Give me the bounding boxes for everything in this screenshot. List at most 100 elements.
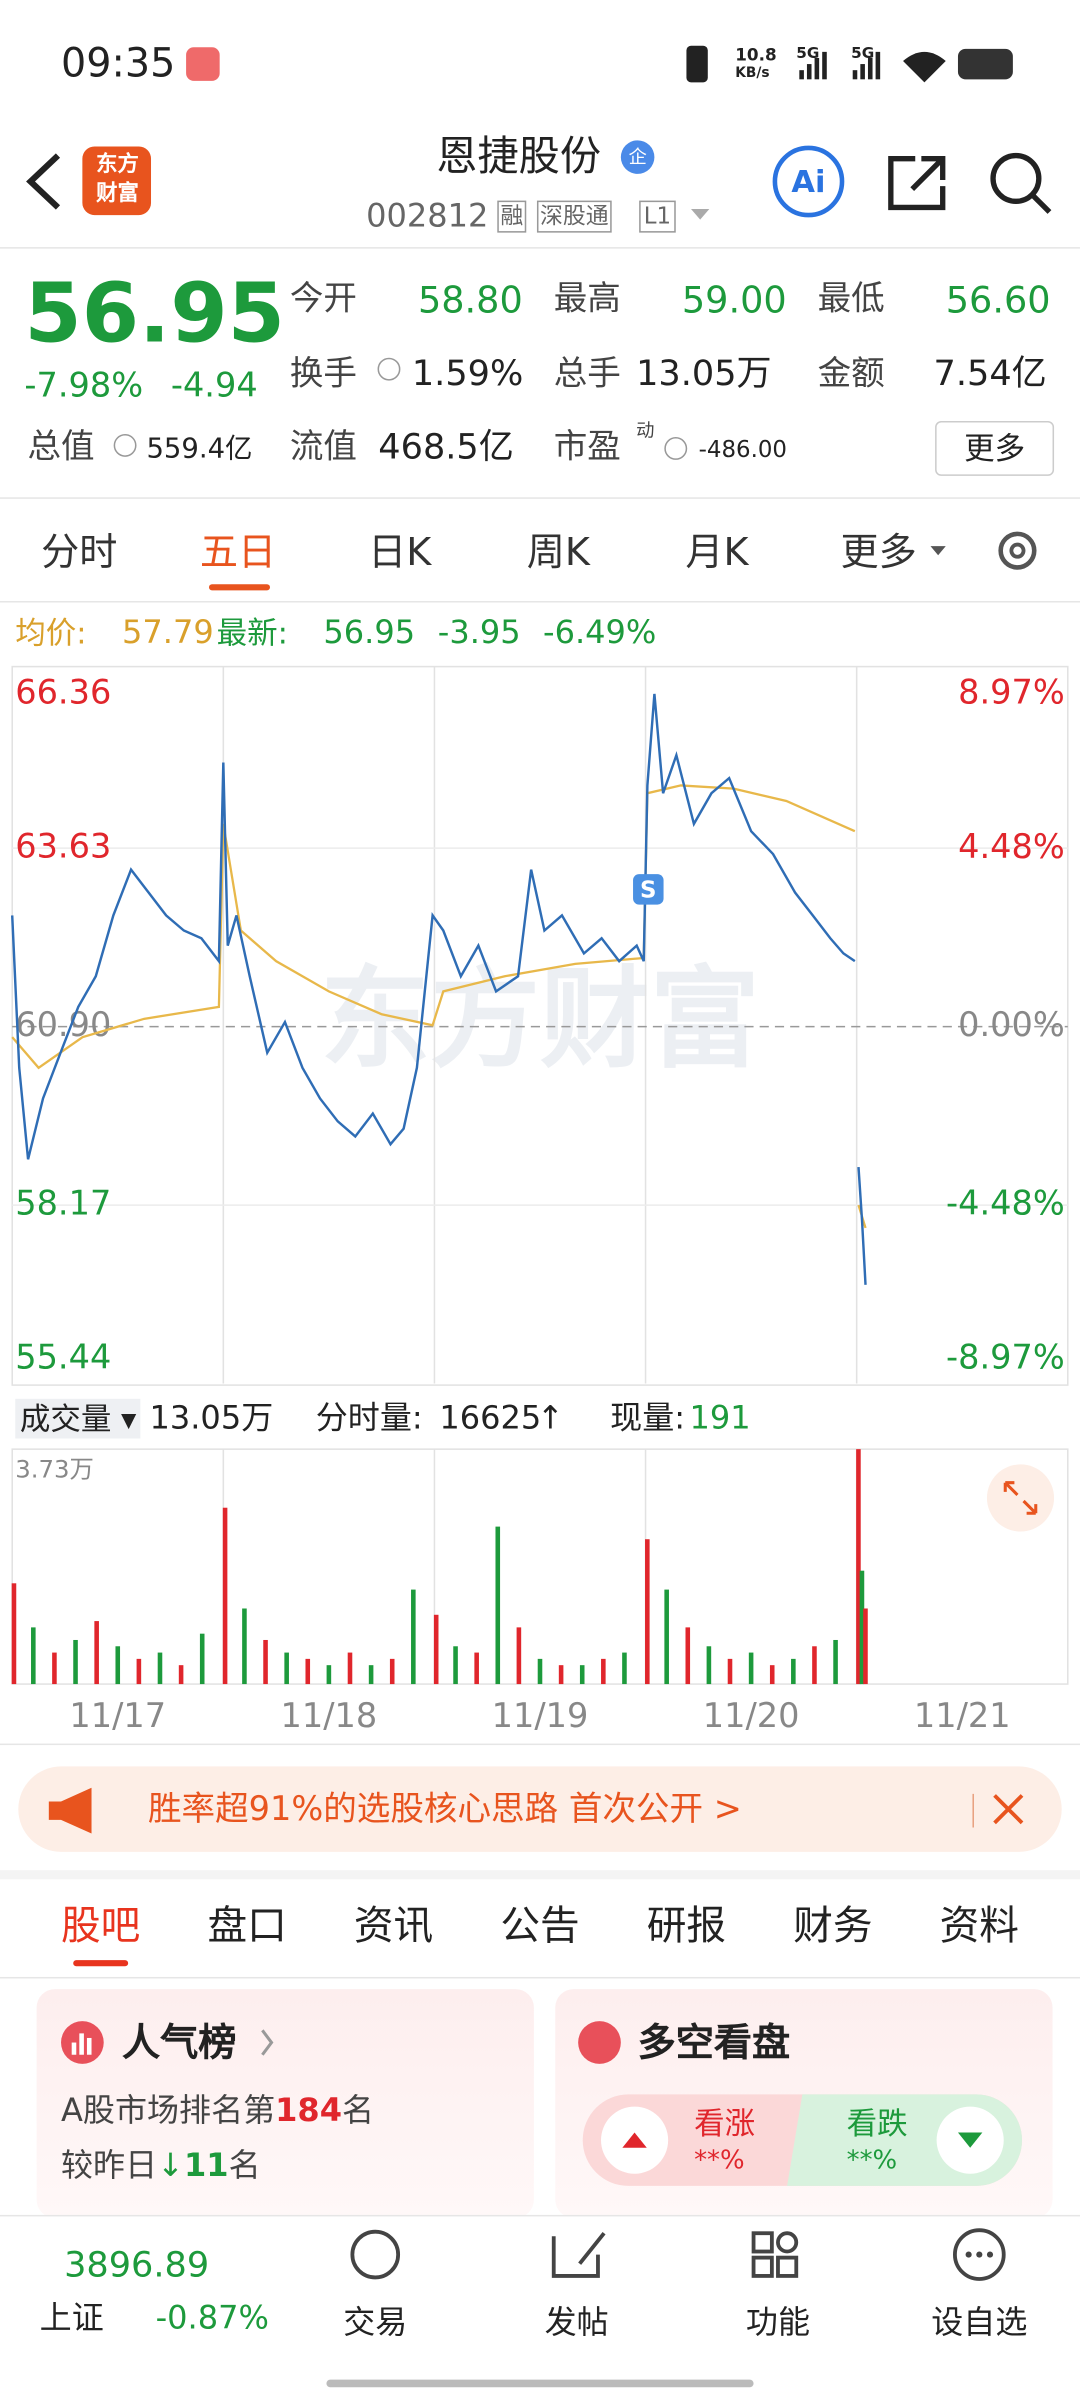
volume-bar (31, 1627, 36, 1685)
promo-banner[interactable] (18, 1766, 1062, 1852)
index-name: 上证 (39, 2299, 104, 2337)
section-tab[interactable]: 公告 (500, 1903, 580, 1950)
section-tab[interactable]: 盘口 (207, 1903, 287, 1950)
net-speed-unit: KB/s (735, 66, 770, 82)
y-tick-label: 60.90 (15, 1005, 111, 1044)
volume-bar (833, 1639, 838, 1685)
volume-bar (115, 1646, 121, 1685)
volume-bar (495, 1526, 501, 1685)
volume-selector[interactable]: 成交量 ▾ (15, 1398, 141, 1439)
section-tab[interactable]: 资讯 (353, 1903, 434, 1950)
y2-tick-label: 8.97% (958, 673, 1065, 712)
badge: 企 (628, 146, 647, 168)
divider (0, 247, 1080, 249)
rank-text: A股市场排名第184名 (61, 2092, 375, 2129)
field-label: 总值 (27, 428, 95, 467)
change: -4.94 (170, 367, 258, 406)
volume-bar (537, 1658, 543, 1685)
share-button[interactable] (888, 155, 946, 211)
volume-bar (222, 1507, 228, 1685)
volume-label: 成交量 (19, 1400, 112, 1437)
volume-bar (242, 1608, 247, 1685)
tag: 深股通 (536, 200, 612, 233)
field-label: 总手 (553, 355, 621, 394)
date-label: 11/17 (69, 1696, 166, 1735)
card-icons (61, 2021, 1023, 2186)
banner-icons (48, 1787, 1024, 1834)
section-tab[interactable]: 资料 (939, 1903, 1019, 1950)
nav-item[interactable]: 功能 (745, 2304, 810, 2341)
tab[interactable]: 日K (368, 530, 432, 575)
field-value: 559.4亿 (146, 433, 253, 466)
close-button[interactable] (993, 1794, 1024, 1825)
volume-bar (178, 1665, 184, 1685)
volume-bar (52, 1652, 57, 1685)
volume-bar (685, 1627, 691, 1685)
volume-bar (601, 1658, 606, 1685)
section-tab[interactable]: 研报 (646, 1903, 727, 1950)
search-button[interactable] (990, 152, 1042, 205)
back-button[interactable] (26, 153, 61, 210)
bear-label[interactable]: 看跌 (846, 2105, 908, 2142)
index-value[interactable]: 3896.89 (64, 2246, 210, 2286)
net-speed: 10.8 (735, 44, 777, 65)
tag: 融 (497, 200, 527, 233)
info-icons (113, 357, 688, 460)
volume-bar (94, 1621, 99, 1685)
volume-bar (516, 1627, 522, 1685)
settings-button[interactable] (998, 531, 1037, 570)
volume-bar (748, 1652, 754, 1685)
section-tab-active[interactable]: 股吧 (61, 1903, 141, 1950)
field-label: 金额 (817, 355, 885, 394)
y2-tick-label: -8.97% (946, 1338, 1065, 1377)
field-label: 市盈 (553, 428, 621, 467)
field-value: 7.54亿 (933, 354, 1047, 395)
clock: 09:35 (61, 41, 176, 87)
tab[interactable]: 分时 (41, 530, 118, 575)
avg-value: 57.79 (122, 613, 214, 651)
latest-change: -3.95 (437, 613, 521, 651)
field-value: 56.60 (945, 279, 1051, 322)
nav-item[interactable]: 发帖 (544, 2304, 609, 2341)
spacer (0, 1870, 1080, 1880)
status-icons (686, 45, 1013, 83)
nav-item[interactable]: 交易 (343, 2304, 408, 2341)
rank-suffix: 名 (342, 2092, 375, 2129)
volume-bar (706, 1646, 712, 1685)
field-value: 13.05万 (636, 354, 772, 395)
volume-bar (791, 1658, 796, 1685)
change-pct: -7.98% (24, 367, 144, 406)
period-volume: 16625 (439, 1399, 542, 1437)
nav-icons (350, 2228, 1006, 2281)
compare-text: 较昨日↓11名 (61, 2149, 261, 2182)
expand-button[interactable] (986, 1464, 1055, 1532)
y-tick-label: 66.36 (15, 673, 111, 712)
card-title: 多空看盘 (637, 2020, 791, 2065)
volume-bar (645, 1539, 650, 1685)
latest-label: 最新: (216, 614, 288, 652)
nav-item[interactable]: 设自选 (931, 2304, 1028, 2341)
ai-button[interactable] (772, 145, 845, 218)
tab[interactable]: 更多 (840, 530, 917, 575)
volume-bar (856, 1449, 861, 1685)
trade-marker-label: S (640, 877, 656, 903)
volume-bar (863, 1608, 868, 1685)
bull-label[interactable]: 看涨 (694, 2105, 756, 2142)
tab[interactable]: 周K (526, 530, 590, 575)
volume-bar (433, 1614, 439, 1685)
y-tick-label: 55.44 (15, 1338, 111, 1377)
ai-label[interactable]: Ai (791, 163, 826, 200)
tab-active[interactable]: 五日 (199, 530, 277, 575)
field-value: 58.80 (417, 279, 523, 322)
section-tab[interactable]: 财务 (793, 1903, 873, 1950)
divider (0, 1743, 1080, 1746)
tag: L1 (639, 200, 676, 233)
volume-total: 13.05万 (149, 1399, 274, 1437)
divider (0, 1976, 1080, 1979)
popularity-card[interactable] (36, 1989, 534, 2218)
volume-bar (579, 1665, 585, 1685)
more-button[interactable]: 更多 (935, 421, 1055, 476)
tab[interactable]: 月K (685, 530, 749, 575)
volume-frame (11, 1448, 1069, 1685)
